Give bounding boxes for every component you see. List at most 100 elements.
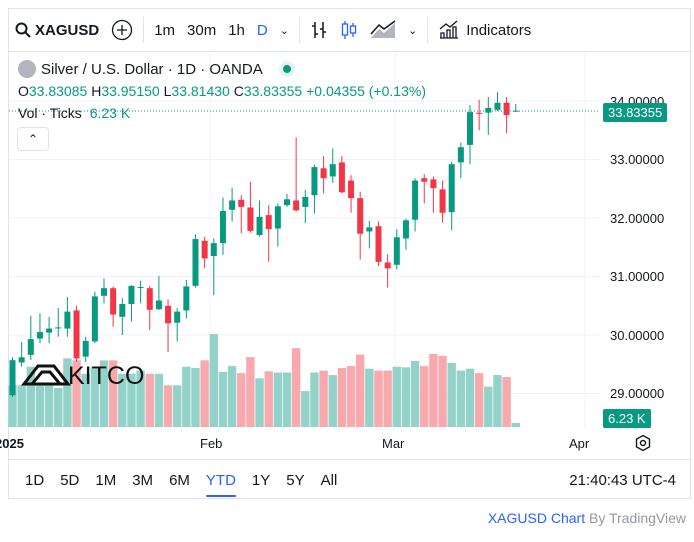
candle-body — [137, 287, 144, 289]
grid — [9, 52, 600, 430]
volume-bar — [420, 366, 429, 427]
series-title: Silver / U.S. Dollar · 1D · OANDA — [41, 60, 263, 78]
price-label: 29.00000 — [610, 386, 665, 401]
interval-30m[interactable]: 30m — [187, 21, 217, 39]
volume-bar — [346, 366, 356, 427]
interval-dropdown-chevron-down-icon[interactable]: ⌄ — [279, 24, 289, 37]
volume-label: Vol · Ticks — [18, 105, 82, 121]
volume-bar — [401, 367, 411, 427]
candle-body — [55, 327, 62, 329]
candle-body — [467, 112, 473, 145]
range-bar: 1D 5D 1M 3M 6M YTD 1Y 5Y All 21:40:43 UT… — [9, 459, 690, 500]
volume-bar — [63, 358, 72, 427]
interval-1h[interactable]: 1h — [228, 21, 245, 39]
symbol-name: XAGUSD — [35, 21, 100, 39]
market-status-dot[interactable] — [282, 65, 291, 73]
chart-style-chevron-down-icon[interactable]: ⌄ — [407, 24, 418, 37]
volume-bar — [26, 366, 35, 427]
volume-bar — [163, 385, 173, 427]
date-label: Mar — [382, 436, 405, 451]
volume-bar — [191, 368, 200, 427]
candle-body — [338, 162, 345, 193]
candle-body — [430, 179, 437, 189]
candle-body — [201, 240, 208, 259]
candle-body — [91, 296, 98, 342]
interval-d[interactable]: D — [256, 21, 268, 39]
price-label: 33.00000 — [610, 152, 665, 167]
candle-body — [174, 311, 181, 323]
volume-bar — [173, 385, 182, 427]
symbol-chart-link[interactable]: XAGUSD Chart — [487, 510, 586, 526]
close-label: C — [233, 83, 244, 99]
area-chart-icon — [370, 20, 396, 38]
candle-body — [284, 199, 290, 206]
bar-chart-style-button[interactable] — [304, 9, 334, 51]
candle-body — [512, 110, 519, 112]
date-label: 2025 — [0, 436, 24, 451]
volume-bar — [154, 373, 164, 427]
candle-body — [27, 339, 34, 355]
attribution: XAGUSD Chart By TradingView — [488, 510, 686, 526]
candle-body — [476, 112, 483, 114]
volume-bar — [182, 366, 191, 427]
volume-bar — [301, 391, 310, 427]
volume-bar — [118, 373, 127, 427]
top-toolbar: XAGUSD 1m 30m 1h D ⌄ ⌄ Indicators — [9, 9, 690, 52]
divider — [143, 17, 145, 43]
volume-bar — [136, 370, 145, 427]
candles-icon — [341, 21, 357, 39]
candle-body — [73, 310, 80, 359]
candle-body — [421, 178, 428, 182]
range-ytd[interactable]: YTD — [198, 472, 244, 497]
volume-bar — [502, 377, 511, 427]
volume-bars — [8, 334, 520, 427]
range-1m[interactable]: 1M — [95, 471, 117, 489]
candle-body — [155, 300, 162, 310]
range-1d[interactable]: 1D — [25, 471, 45, 489]
volume-bar — [328, 375, 337, 427]
range-3m[interactable]: 3M — [132, 471, 154, 489]
silver-icon — [18, 60, 36, 78]
collapse-legend-button[interactable]: ⌃ — [17, 127, 49, 151]
change-value: +0.04355 (+0.13%) — [306, 83, 426, 99]
compare-button[interactable] — [105, 9, 139, 51]
indicators-label: Indicators — [466, 21, 532, 39]
candle-body — [302, 196, 309, 207]
plus-circle-icon — [112, 19, 133, 41]
current-volume-tag: 6.23 K — [603, 409, 651, 428]
range-1y[interactable]: 1Y — [251, 471, 271, 489]
price-label: 31.00000 — [610, 269, 665, 284]
divider — [298, 17, 300, 43]
volume-bar — [410, 360, 420, 427]
symbol-search[interactable]: XAGUSD — [9, 9, 105, 51]
open-value: 33.83085 — [28, 83, 88, 99]
search-icon — [15, 22, 31, 38]
candle-body — [485, 108, 492, 113]
volume-bar — [374, 370, 383, 427]
candle-body — [265, 215, 272, 230]
open-label: O — [18, 83, 29, 99]
bars-icon — [311, 22, 326, 38]
range-all[interactable]: All — [320, 471, 338, 489]
settings-icon[interactable] — [634, 434, 652, 452]
candle-chart-style-button[interactable] — [334, 9, 364, 51]
clock[interactable]: 21:40:43 UTC-4 — [569, 471, 676, 489]
area-chart-style-button[interactable] — [364, 9, 402, 51]
volume-bar — [255, 378, 264, 427]
indicators-button[interactable]: Indicators — [432, 9, 537, 51]
series-legend: Silver / U.S. Dollar · 1D · OANDA — [18, 60, 291, 78]
volume-bar — [218, 371, 228, 427]
volume-bar — [72, 360, 81, 427]
range-5d[interactable]: 5D — [60, 471, 80, 489]
interval-1m[interactable]: 1m — [154, 21, 176, 39]
current-price-tag: 33.83355 — [603, 103, 668, 122]
volume-bar — [383, 370, 392, 427]
candle-body — [357, 198, 364, 234]
volume-bar — [8, 385, 17, 427]
high-value: 33.95150 — [101, 83, 160, 99]
candle-body — [128, 285, 135, 304]
range-5y[interactable]: 5Y — [286, 471, 305, 489]
range-6m[interactable]: 6M — [169, 471, 190, 489]
low-value: 33.81430 — [171, 83, 230, 99]
